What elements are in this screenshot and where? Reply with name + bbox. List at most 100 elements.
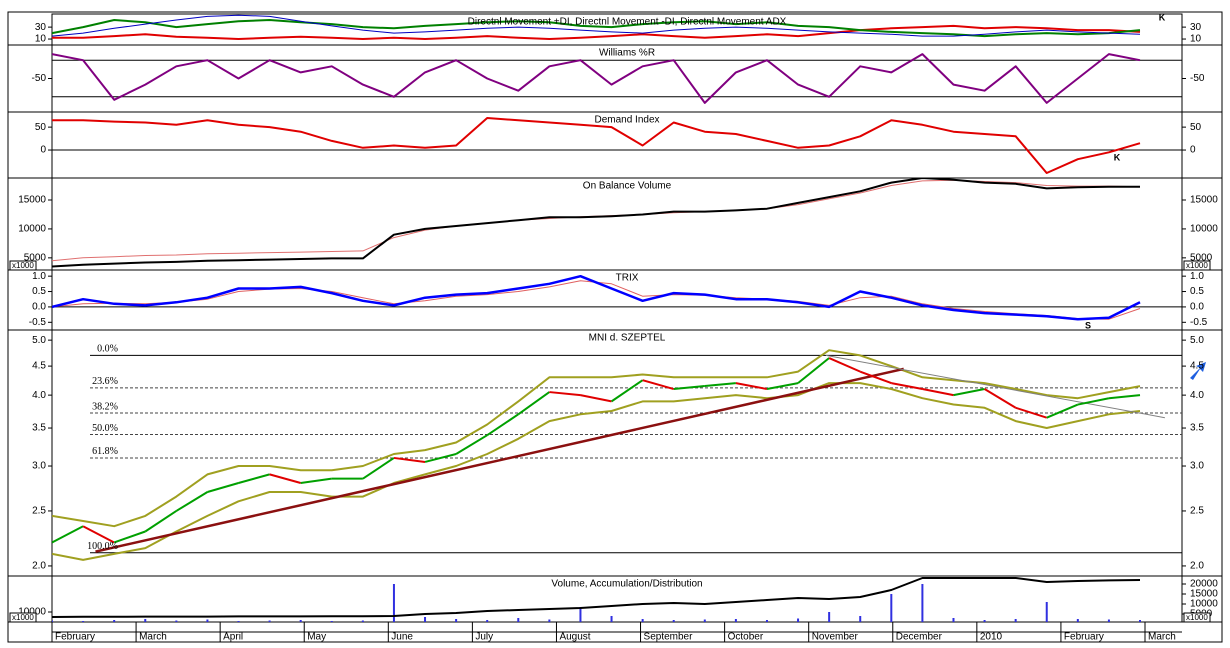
panel-border [51,177,1183,271]
panel-plot [52,117,1182,174]
volume-bar [859,616,862,622]
x-tick-label: October [728,632,764,643]
multiplier-box [1183,612,1211,623]
volume-bar [579,607,582,622]
y-tick-label: 30 [1190,22,1202,33]
x-tick-label: 2010 [980,632,1003,643]
volume-bar [672,620,675,622]
volume-bar [983,620,986,622]
panel-title: Williams %R [599,48,655,59]
y-tick-label: 0 [1190,145,1196,156]
price-segment [1077,397,1110,406]
y-tick-label: 0.0 [1190,302,1204,313]
x-tick-label: November [812,632,859,643]
x-tick-label: August [559,632,590,643]
volume-bar [113,620,116,622]
volume-bar [52,620,53,622]
volume-bar [455,619,458,622]
y-tick-label: 0 [40,145,46,156]
price-segment [1046,403,1079,419]
y-tick-label: 50 [1190,122,1202,133]
volume-bar [361,620,364,622]
volume-bar [1045,602,1048,622]
volume-bar [1107,619,1110,622]
price-segment [113,530,146,544]
panel-plot [52,14,1141,40]
indicator-line [52,382,1141,561]
price-segment [984,388,1017,409]
price-segment [486,413,519,437]
y-tick-label: 3.0 [1190,461,1204,472]
y-tick-label: 30 [35,22,47,33]
y-tick-label: 15000 [18,195,46,206]
y-tick-label: 5.0 [1190,335,1204,346]
y-tick-label: -0.5 [1190,317,1208,328]
price-segment [175,491,208,512]
y-tick-label: 0.5 [1190,286,1204,297]
panel-plot [52,349,1182,561]
volume-bar [703,619,706,622]
panel-title: MNI d. SZEPTEL [589,333,666,344]
x-tick-label: March [1148,632,1176,643]
volume-bar [641,619,644,622]
volume-bar [330,621,333,622]
price-segment [766,382,799,391]
price-segment [673,385,705,391]
x-tick-label: September [644,632,694,643]
multiplier-label: x1000 [1186,261,1208,270]
panel-title: Volume, Accumulation/Distribution [551,579,702,590]
price-segment [455,434,488,455]
y-tick-label: 4.5 [1190,361,1204,372]
price-segment [580,394,612,403]
panel-title: Directnl Movement +DI, Directnl Movement… [468,17,787,28]
y-tick-label: 10000 [1190,224,1218,235]
y-tick-label: -0.5 [29,317,47,328]
price-segment [82,525,115,544]
y-tick-label: 3.5 [32,423,46,434]
price-segment [922,388,954,397]
volume-bar [144,619,147,622]
x-tick-label: December [896,632,943,643]
y-tick-label: 4.0 [1190,390,1204,401]
volume-bar [206,619,209,622]
y-tick-label: 3.0 [32,461,46,472]
volume-bar [890,594,893,622]
annotation: K [1114,152,1121,162]
volume-bar [1139,620,1141,622]
indicator-line [52,179,1141,262]
volume-bar [1014,619,1017,622]
volume-bar [424,617,427,622]
y-tick-label: 2.5 [1190,506,1204,517]
volume-bar [952,618,955,622]
multiplier-box [1183,260,1211,271]
level-label: 61.8% [92,446,118,457]
multiplier-box [9,260,37,271]
x-tick-label: May [307,632,326,643]
volume-bar [392,584,395,622]
level-label: 23.6% [92,376,118,387]
y-tick-label: 15000 [1190,589,1218,600]
y-tick-label: 5000 [1190,252,1213,263]
indicator-line [52,349,1141,528]
panel-plot [52,53,1182,104]
y-tick-label: 0.5 [32,286,46,297]
price-segment [52,525,84,544]
indicator-line [52,178,1140,268]
panel-border [51,575,1183,623]
price-segment [1108,394,1141,400]
indicator-line [52,19,1141,38]
volume-bar [175,620,178,622]
volume-bar [797,618,800,622]
volume-bar [299,620,302,622]
price-segment [393,456,426,463]
y-tick-label: -50 [1190,73,1205,84]
volume-bar [921,584,924,622]
price-segment [362,457,395,480]
level-label: 100.0% [87,541,118,552]
price-segment [517,391,550,416]
y-tick-label: 10 [35,34,47,45]
volume-bar [734,619,737,622]
y-tick-label: 10000 [1190,599,1218,610]
y-tick-label: 50 [35,122,47,133]
